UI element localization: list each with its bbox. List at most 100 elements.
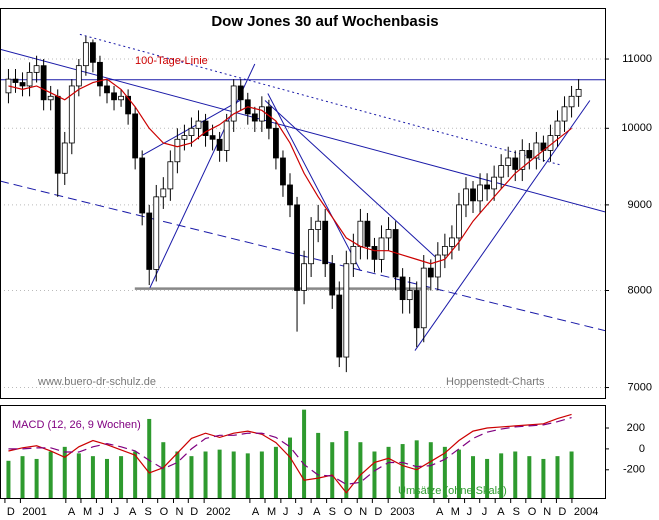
volume-bar bbox=[485, 458, 490, 498]
volume-bar bbox=[358, 442, 363, 498]
candle-body bbox=[12, 78, 19, 83]
x-tick-label: M bbox=[267, 506, 276, 518]
y-tick-label: 10000 bbox=[621, 122, 652, 134]
x-tick-label: A bbox=[129, 506, 137, 518]
candle-body bbox=[322, 220, 329, 265]
candle-body bbox=[575, 88, 582, 97]
candle-body bbox=[237, 85, 244, 101]
x-tick-label: A bbox=[497, 506, 505, 518]
volume-bar bbox=[471, 456, 476, 498]
x-tick-label: D bbox=[374, 506, 382, 518]
volume-bar bbox=[20, 456, 25, 498]
candle-body bbox=[441, 246, 448, 256]
candle-body bbox=[90, 42, 96, 63]
candle-body bbox=[47, 95, 54, 101]
candle-body bbox=[202, 120, 209, 137]
main-plot bbox=[0, 33, 605, 389]
candle-body bbox=[406, 290, 413, 301]
candle-body bbox=[132, 113, 139, 159]
volume-bar bbox=[48, 451, 53, 498]
volume-bar bbox=[273, 446, 278, 498]
candle-body bbox=[251, 113, 258, 122]
candle-body bbox=[139, 157, 146, 214]
annotation: www.buero-dr-schulz.de bbox=[37, 376, 156, 388]
candle-body bbox=[364, 220, 371, 247]
x-tick-label: J bbox=[298, 506, 304, 518]
volume-bar bbox=[104, 458, 109, 498]
x-tick-label: 2004 bbox=[574, 506, 598, 518]
x-tick-label: N bbox=[543, 506, 551, 518]
series-label: MACD (12, 26, 9 Wochen) bbox=[12, 419, 141, 431]
candle-body bbox=[470, 188, 476, 202]
labels: 7000 8000 9000 10000 11000 100-Tage-Linie www.… bbox=[4, 53, 652, 518]
candle-body bbox=[174, 138, 181, 163]
candle-body bbox=[301, 263, 307, 291]
candle-body bbox=[308, 229, 315, 265]
candle-body bbox=[519, 150, 526, 170]
y-tick-label: -200 bbox=[623, 464, 645, 476]
volume-bar bbox=[541, 458, 546, 498]
candle-body bbox=[40, 65, 47, 101]
volume-bar bbox=[133, 451, 138, 498]
x-tick-label: S bbox=[513, 506, 520, 518]
candle-body bbox=[230, 85, 237, 122]
macd-frame bbox=[0, 405, 606, 499]
candle-body bbox=[104, 85, 110, 94]
candle-body bbox=[181, 135, 188, 140]
x-tick-label: O bbox=[344, 506, 353, 518]
y-tick-label: 9000 bbox=[628, 199, 652, 211]
candle-body bbox=[280, 157, 286, 186]
x-tick-label: 2002 bbox=[206, 506, 230, 518]
candle-body bbox=[561, 106, 568, 122]
candle-body bbox=[146, 212, 153, 270]
series-label: Umsätze (ohne Skala) bbox=[398, 485, 507, 497]
volume-bar bbox=[386, 446, 391, 498]
x-tick-label: S bbox=[329, 506, 336, 518]
volume-bar bbox=[259, 451, 264, 498]
candle-body bbox=[463, 188, 469, 206]
candle-body bbox=[97, 61, 103, 87]
candle-body bbox=[216, 138, 223, 151]
x-tick-label: M bbox=[83, 506, 92, 518]
candle-body bbox=[484, 184, 490, 190]
candle-body bbox=[153, 196, 160, 270]
candle-body bbox=[533, 142, 540, 159]
candle-body bbox=[385, 229, 392, 239]
x-tick-label: J bbox=[482, 506, 488, 518]
candle-body bbox=[188, 127, 195, 137]
volume-bar bbox=[161, 442, 166, 498]
candle-body bbox=[118, 95, 124, 101]
candle-body bbox=[413, 290, 420, 329]
x-tick-label: 2003 bbox=[390, 506, 414, 518]
candle-body bbox=[526, 150, 533, 159]
candle-body bbox=[75, 65, 82, 87]
candle-body bbox=[449, 237, 455, 247]
volume-bar bbox=[344, 431, 349, 498]
x-tick-label: N bbox=[359, 506, 367, 518]
candle-body bbox=[498, 165, 505, 178]
x-tick-label: D bbox=[190, 506, 198, 518]
x-tick-label: D bbox=[7, 506, 15, 518]
candle-body bbox=[111, 92, 117, 101]
macd-line bbox=[8, 416, 572, 486]
candle-body bbox=[329, 263, 336, 296]
candle-body bbox=[26, 71, 33, 87]
x-tick-label: J bbox=[98, 506, 104, 518]
candle-body bbox=[54, 95, 61, 174]
volume-bar bbox=[555, 456, 560, 498]
volume-bar bbox=[90, 456, 95, 498]
volume-bar bbox=[34, 458, 39, 498]
trend-line bbox=[414, 100, 591, 351]
candle-body bbox=[315, 220, 322, 230]
candle-body bbox=[357, 220, 364, 247]
volume-bar bbox=[442, 446, 447, 498]
x-tick-label: A bbox=[252, 506, 260, 518]
volume-bar bbox=[456, 449, 461, 498]
x-tick-label: A bbox=[436, 506, 444, 518]
trend-line bbox=[267, 93, 361, 272]
candle-body bbox=[568, 95, 575, 108]
candle-body bbox=[399, 276, 406, 301]
candle-body bbox=[273, 127, 279, 159]
x-tick-label: S bbox=[145, 506, 152, 518]
candle-body bbox=[19, 82, 26, 87]
